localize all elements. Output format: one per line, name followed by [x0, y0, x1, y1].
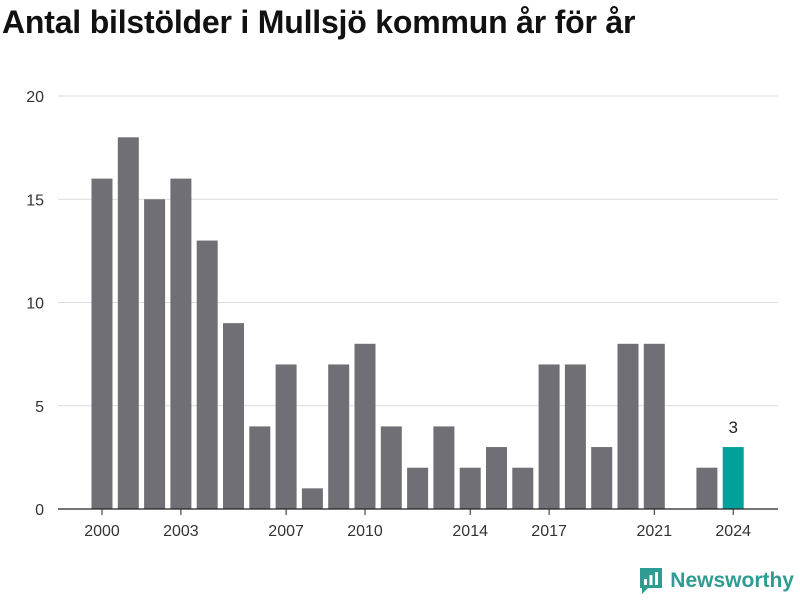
- bar: [144, 199, 166, 509]
- bar-chart: 0 5 10 15 20 2000 2003 2007 2010 2014 2017 2021 2024…: [26, 89, 778, 540]
- bar: [564, 364, 586, 509]
- chart-title: Antal bilstölder i Mullsjö kommun år för…: [2, 4, 636, 40]
- x-tick-label: 2024: [715, 523, 751, 540]
- bar: [196, 240, 218, 510]
- bar: [380, 426, 402, 509]
- brand-logo: Newsworthy: [638, 566, 794, 596]
- bar: [459, 467, 481, 509]
- bar: [512, 467, 534, 509]
- bar: [407, 467, 429, 509]
- bar: [301, 488, 323, 509]
- bar: [170, 178, 192, 509]
- x-tick-label: 2017: [531, 523, 567, 540]
- brand-name: Newsworthy: [670, 569, 794, 592]
- bar: [643, 343, 665, 509]
- bar: [538, 364, 560, 509]
- bar: [117, 137, 139, 510]
- data-label: 3: [728, 418, 737, 437]
- bar: [591, 447, 613, 509]
- bar: [354, 343, 376, 509]
- y-tick-label: 5: [35, 399, 44, 416]
- y-tick-label: 10: [26, 296, 44, 313]
- bar: [275, 364, 297, 509]
- bar: [91, 178, 113, 509]
- x-tick-label: 2021: [637, 523, 673, 540]
- bar: [617, 343, 639, 509]
- y-tick-label: 20: [26, 89, 44, 106]
- x-tick-label: 2014: [452, 523, 488, 540]
- x-tick-label: 2003: [163, 523, 199, 540]
- y-tick-label: 0: [35, 502, 44, 519]
- x-tick-label: 2000: [84, 523, 120, 540]
- bar: [696, 467, 718, 509]
- bar: [722, 447, 744, 509]
- x-tick-label: 2010: [347, 523, 383, 540]
- x-tick-label: 2007: [268, 523, 304, 540]
- bar: [328, 364, 350, 509]
- bar: [486, 447, 507, 509]
- bar: [433, 426, 455, 509]
- newsworthy-logo-icon: [640, 568, 663, 594]
- y-tick-label: 15: [26, 192, 44, 209]
- bar: [249, 426, 271, 509]
- bar: [223, 323, 244, 509]
